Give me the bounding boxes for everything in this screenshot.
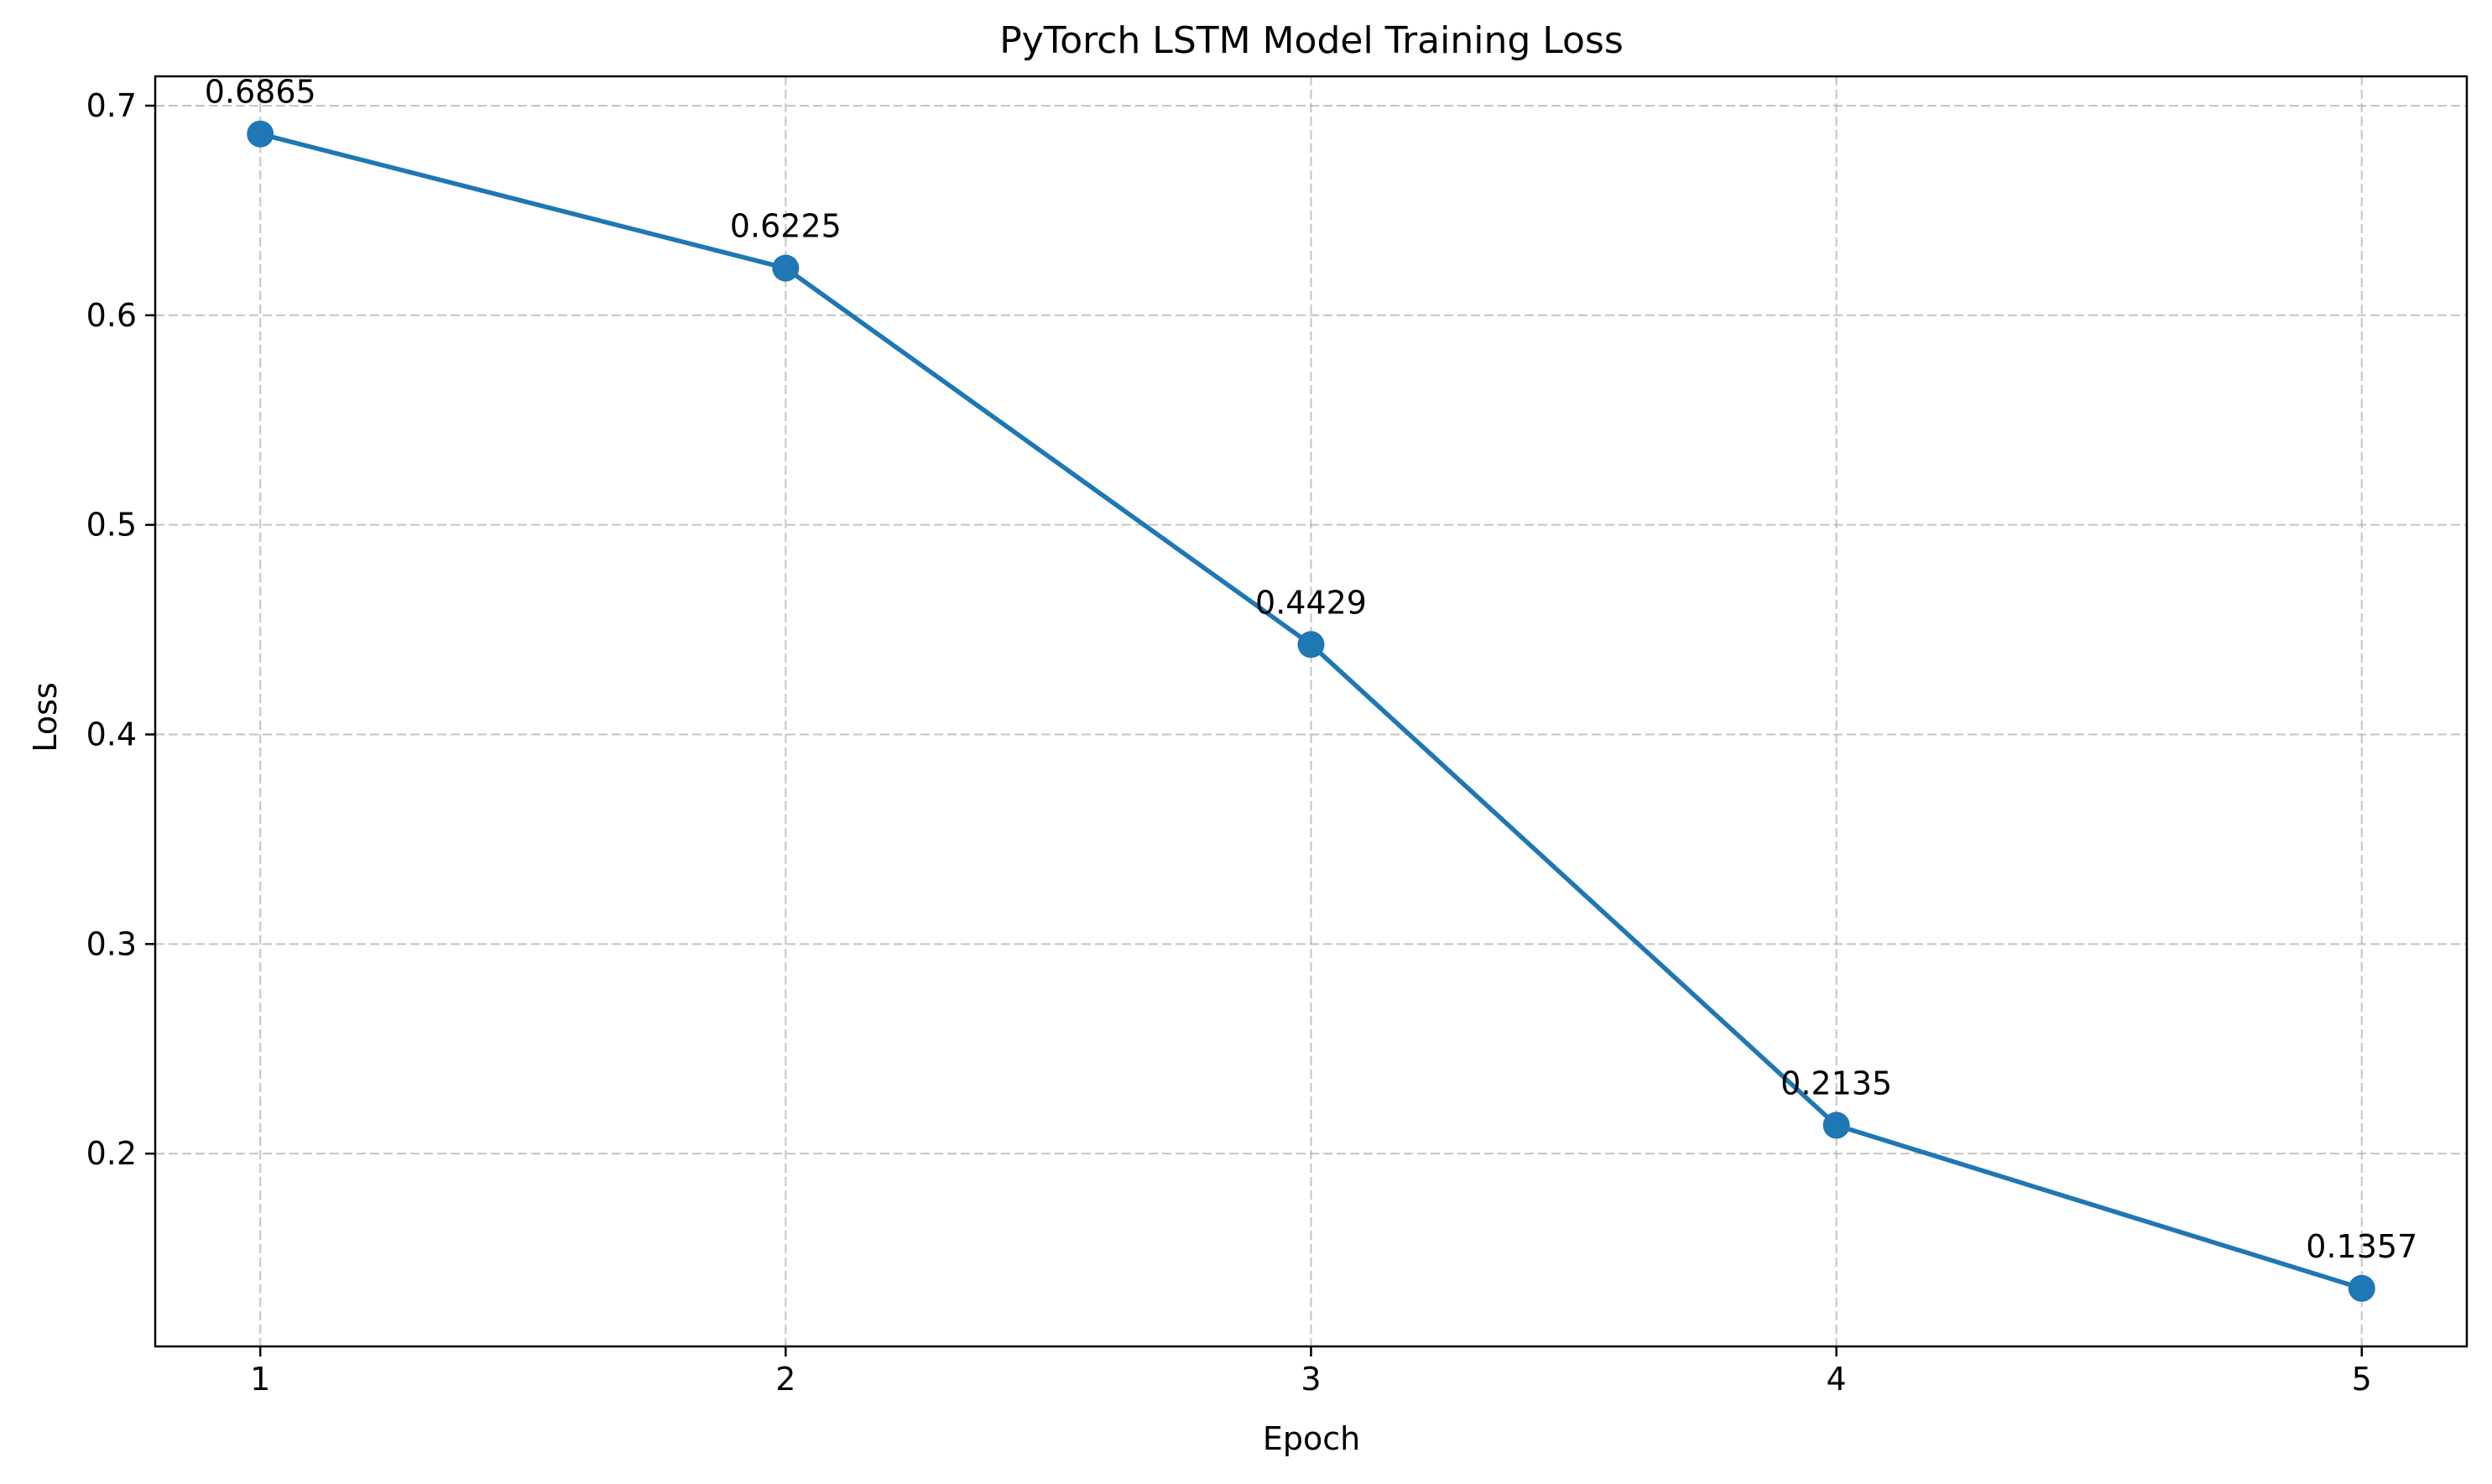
- data-label-layer: 0.6865 0.6225 0.4429 0.2135 0.1357: [205, 74, 2418, 1265]
- data-point: [772, 254, 800, 282]
- y-tick-label: 0.3: [86, 925, 137, 962]
- x-tick-label: 2: [775, 1361, 795, 1398]
- x-tick-label: 4: [1827, 1361, 1847, 1398]
- y-axis-title: Loss: [27, 682, 64, 752]
- series-layer: [247, 120, 2375, 1302]
- x-axis-title: Epoch: [1263, 1420, 1360, 1457]
- y-tick-label: 0.7: [86, 87, 137, 124]
- axes-layer: 1 2 3 4 5 0.2 0.3 0.4 0.5 0.6 0.7: [86, 75, 2469, 1398]
- chart-title: PyTorch LSTM Model Training Loss: [999, 19, 1624, 62]
- data-point: [1822, 1112, 1850, 1139]
- data-label: 0.2135: [1780, 1065, 1892, 1101]
- y-tick-label: 0.2: [86, 1135, 137, 1172]
- y-tick-label: 0.6: [86, 297, 137, 334]
- data-point: [247, 120, 274, 148]
- data-label: 0.6225: [730, 208, 842, 245]
- x-tick-label: 1: [250, 1361, 270, 1398]
- data-label: 0.1357: [2306, 1228, 2417, 1265]
- x-tick-label: 3: [1301, 1361, 1321, 1398]
- y-tick-label: 0.4: [86, 716, 137, 752]
- data-point: [2348, 1274, 2375, 1302]
- data-label: 0.6865: [205, 74, 316, 111]
- data-point: [1297, 631, 1325, 659]
- y-tick-label: 0.5: [86, 507, 137, 544]
- grid-layer: [155, 76, 2467, 1346]
- x-tick-label: 5: [2352, 1361, 2372, 1398]
- data-label: 0.4429: [1255, 584, 1367, 621]
